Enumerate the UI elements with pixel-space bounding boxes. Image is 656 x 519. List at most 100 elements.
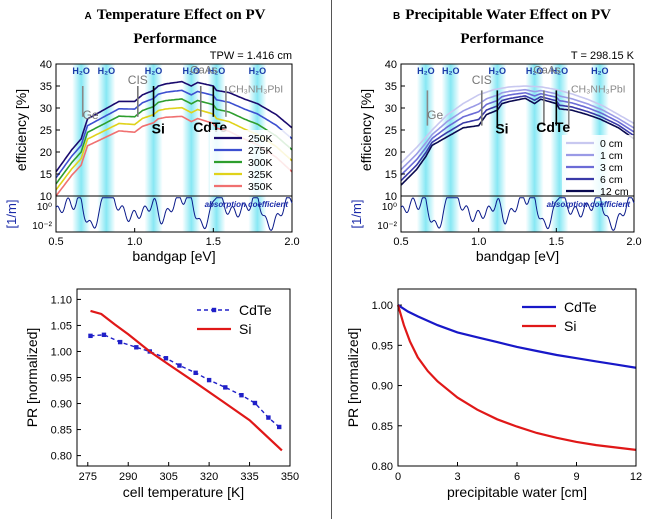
y-tick-label: 0.85 bbox=[372, 421, 393, 433]
x-tick-label: 305 bbox=[159, 471, 177, 483]
legend-label: 275K bbox=[248, 145, 273, 157]
x-tick-label: 0.5 bbox=[393, 236, 408, 248]
y-tick-label: 20 bbox=[385, 147, 397, 159]
h2o-label: H₂O bbox=[417, 66, 435, 76]
series-line-Si bbox=[90, 309, 283, 452]
y-tick-label: 0.80 bbox=[372, 461, 393, 473]
material-label: Si bbox=[495, 121, 508, 137]
legend-label: 325K bbox=[248, 169, 273, 181]
panel-b-letter: B bbox=[392, 11, 401, 22]
y-tick-label: 30 bbox=[385, 103, 397, 115]
h2o-label: H₂O bbox=[145, 66, 163, 76]
material-label: GaAs bbox=[533, 65, 561, 77]
x-tick-label: 0.5 bbox=[48, 236, 63, 248]
y-axis-label: PR [normalized] bbox=[24, 328, 40, 428]
legend-label: Si bbox=[564, 318, 576, 334]
data-point bbox=[266, 415, 271, 420]
material-label: CdTe bbox=[536, 119, 570, 135]
absorption-caption: absorption coefficient bbox=[547, 200, 631, 209]
absorption-tick-label: 10⁰ bbox=[382, 202, 397, 213]
legend-label: 1 cm bbox=[600, 150, 623, 162]
x-axis-label: bandgap [eV] bbox=[132, 248, 215, 264]
y-tick-label: 1.10 bbox=[51, 294, 72, 306]
legend-label: 300K bbox=[248, 157, 273, 169]
y-tick-label: 1.00 bbox=[372, 300, 393, 312]
B-bottom-plot: 0.80 0.85 0.90 0.95 1.00 0 3 6 9 12 precipitable w… bbox=[345, 299, 642, 500]
y-tick-label: 15 bbox=[385, 169, 397, 181]
data-point bbox=[88, 333, 93, 339]
h2o-label: H₂O bbox=[249, 66, 267, 76]
y-tick-label: 0.90 bbox=[372, 381, 393, 393]
data-point bbox=[277, 424, 282, 430]
B-top-frame bbox=[400, 63, 635, 197]
series-line-CdTe bbox=[397, 304, 637, 369]
x-tick-label: 1.5 bbox=[206, 236, 221, 248]
absorption-tick-label: 10⁻² bbox=[32, 221, 52, 232]
y-tick-label: 15 bbox=[40, 169, 52, 181]
absorption-tick-label: 10⁰ bbox=[37, 202, 52, 213]
y-tick-label: 35 bbox=[40, 81, 52, 93]
data-point bbox=[117, 339, 123, 345]
absorption-unit-label: [1/m] bbox=[4, 200, 19, 229]
y-tick-label: 0.85 bbox=[51, 425, 72, 437]
h2o-band bbox=[525, 64, 544, 232]
legend-label: 0 cm bbox=[600, 138, 623, 150]
series-line-0cm bbox=[400, 85, 635, 164]
legend-label: 3 cm bbox=[600, 162, 623, 174]
data-point bbox=[163, 356, 169, 361]
x-tick-label: 350 bbox=[281, 471, 299, 483]
y-tick-label: 0.95 bbox=[372, 340, 393, 352]
condition-label: T = 298.15 K bbox=[571, 50, 635, 62]
absorption-curve bbox=[55, 197, 293, 231]
h2o-label: H₂O bbox=[98, 66, 116, 76]
x-tick-label: 275 bbox=[79, 471, 97, 483]
material-label: Ge bbox=[427, 108, 443, 122]
material-label: Si bbox=[152, 121, 165, 137]
material-label: GaAs bbox=[190, 65, 218, 77]
absorption-unit-label: [1/m] bbox=[349, 200, 364, 229]
y-tick-label: 10 bbox=[40, 191, 52, 203]
A-top-frame bbox=[55, 63, 293, 197]
x-tick-label: 2.0 bbox=[626, 236, 641, 248]
x-tick-label: 1.0 bbox=[127, 236, 142, 248]
y-tick-label: 20 bbox=[40, 147, 52, 159]
B-top-plot: H₂O H₂O H₂O H₂O H₂O H₂O Ge CIS Si GaAs CdTe CH₃NH₃P… bbox=[349, 50, 642, 264]
series-line-250K bbox=[55, 80, 293, 173]
panel-a-title-line1: Temperature Effect on PV bbox=[96, 7, 266, 23]
series-line-CdTe bbox=[90, 334, 280, 428]
x-tick-label: 1.5 bbox=[549, 236, 564, 248]
series-line-1cm bbox=[400, 88, 635, 171]
y-tick-label: 40 bbox=[385, 59, 397, 71]
data-point bbox=[134, 345, 139, 350]
h2o-label: H₂O bbox=[489, 66, 507, 76]
h2o-band bbox=[144, 64, 163, 232]
legend-label: 250K bbox=[248, 133, 273, 145]
material-label: CH₃NH₃PbI bbox=[228, 84, 283, 96]
data-point bbox=[223, 385, 228, 390]
y-tick-label: 25 bbox=[385, 125, 397, 137]
A-bottom-frame bbox=[76, 288, 291, 467]
panel-a-title-line2: Performance bbox=[133, 31, 217, 47]
A-bottom-plot: 0.80 0.85 0.90 0.95 1.00 1.05 1.10 275 290 305 320… bbox=[24, 294, 299, 500]
data-point bbox=[101, 332, 107, 338]
y-axis-label: PR [normalized] bbox=[345, 328, 361, 428]
h2o-band bbox=[488, 64, 507, 232]
condition-label: TPW = 1.416 cm bbox=[210, 50, 292, 62]
h2o-label: H₂O bbox=[208, 66, 226, 76]
data-point bbox=[206, 377, 212, 383]
series-line-12cm bbox=[400, 97, 635, 186]
y-tick-label: 0.90 bbox=[51, 399, 72, 411]
y-tick-label: 1.05 bbox=[51, 320, 72, 332]
y-tick-label: 30 bbox=[40, 103, 52, 115]
panel-b-title-line1: Precipitable Water Effect on PV bbox=[405, 7, 612, 23]
y-tick-label: 10 bbox=[385, 191, 397, 203]
absorption-tick-label: 10⁻² bbox=[377, 221, 397, 232]
y-tick-label: 1.00 bbox=[51, 346, 72, 358]
material-label: Ge bbox=[83, 108, 99, 122]
panel-b-title-line2: Performance bbox=[460, 31, 544, 47]
legend-label: Si bbox=[239, 321, 251, 337]
h2o-label: H₂O bbox=[551, 66, 569, 76]
x-tick-label: 335 bbox=[240, 471, 258, 483]
